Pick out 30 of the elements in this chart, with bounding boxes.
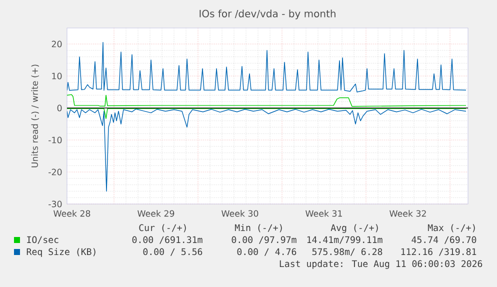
text: 14.41m/799.11m <box>307 236 382 244</box>
text: 45.74 /69.70 <box>412 236 476 244</box>
text: 0.00 /97.97m <box>232 236 296 244</box>
y-tick-label: 20 <box>52 40 62 48</box>
text: Avg (-/+) <box>330 224 378 233</box>
text: Min (-/+) <box>234 224 282 232</box>
x-tick-label: Week 32 <box>390 210 426 217</box>
y-tick-label: -30 <box>48 200 62 208</box>
x-tick-label: Week 28 <box>54 210 90 217</box>
x-tick-label: Week 31 <box>306 210 342 217</box>
y-tick-label: -20 <box>48 168 62 176</box>
x-tick-label: Week 29 <box>138 210 174 217</box>
x-tick-label: Week 30 <box>222 210 258 217</box>
line-series <box>67 42 466 92</box>
text: 112.16 /319.81 <box>401 248 476 256</box>
legend-label: Req Size (KB) <box>26 248 96 257</box>
text: 0.00 / 4.76 <box>237 248 296 256</box>
y-axis-title: Units read (-) / write (+) <box>31 64 39 168</box>
y-tick-label: 10 <box>52 72 62 80</box>
text: Max (-/+) <box>428 224 475 232</box>
y-tick-label: 0 <box>57 104 62 112</box>
line-series <box>67 108 466 192</box>
text: Cur (-/+) <box>139 224 186 232</box>
text: 0.00 / 5.56 <box>143 248 202 256</box>
chart-title: IOs for /dev/vda - by month <box>200 10 336 20</box>
text: 0.00 /691.31m <box>132 236 202 244</box>
text: Last update: Tue Aug 11 06:00:03 2026 <box>280 260 482 269</box>
text: 575.98m/ 6.28 <box>312 248 382 256</box>
y-tick-label: -10 <box>48 136 62 144</box>
legend-label: IO/sec <box>27 236 58 244</box>
